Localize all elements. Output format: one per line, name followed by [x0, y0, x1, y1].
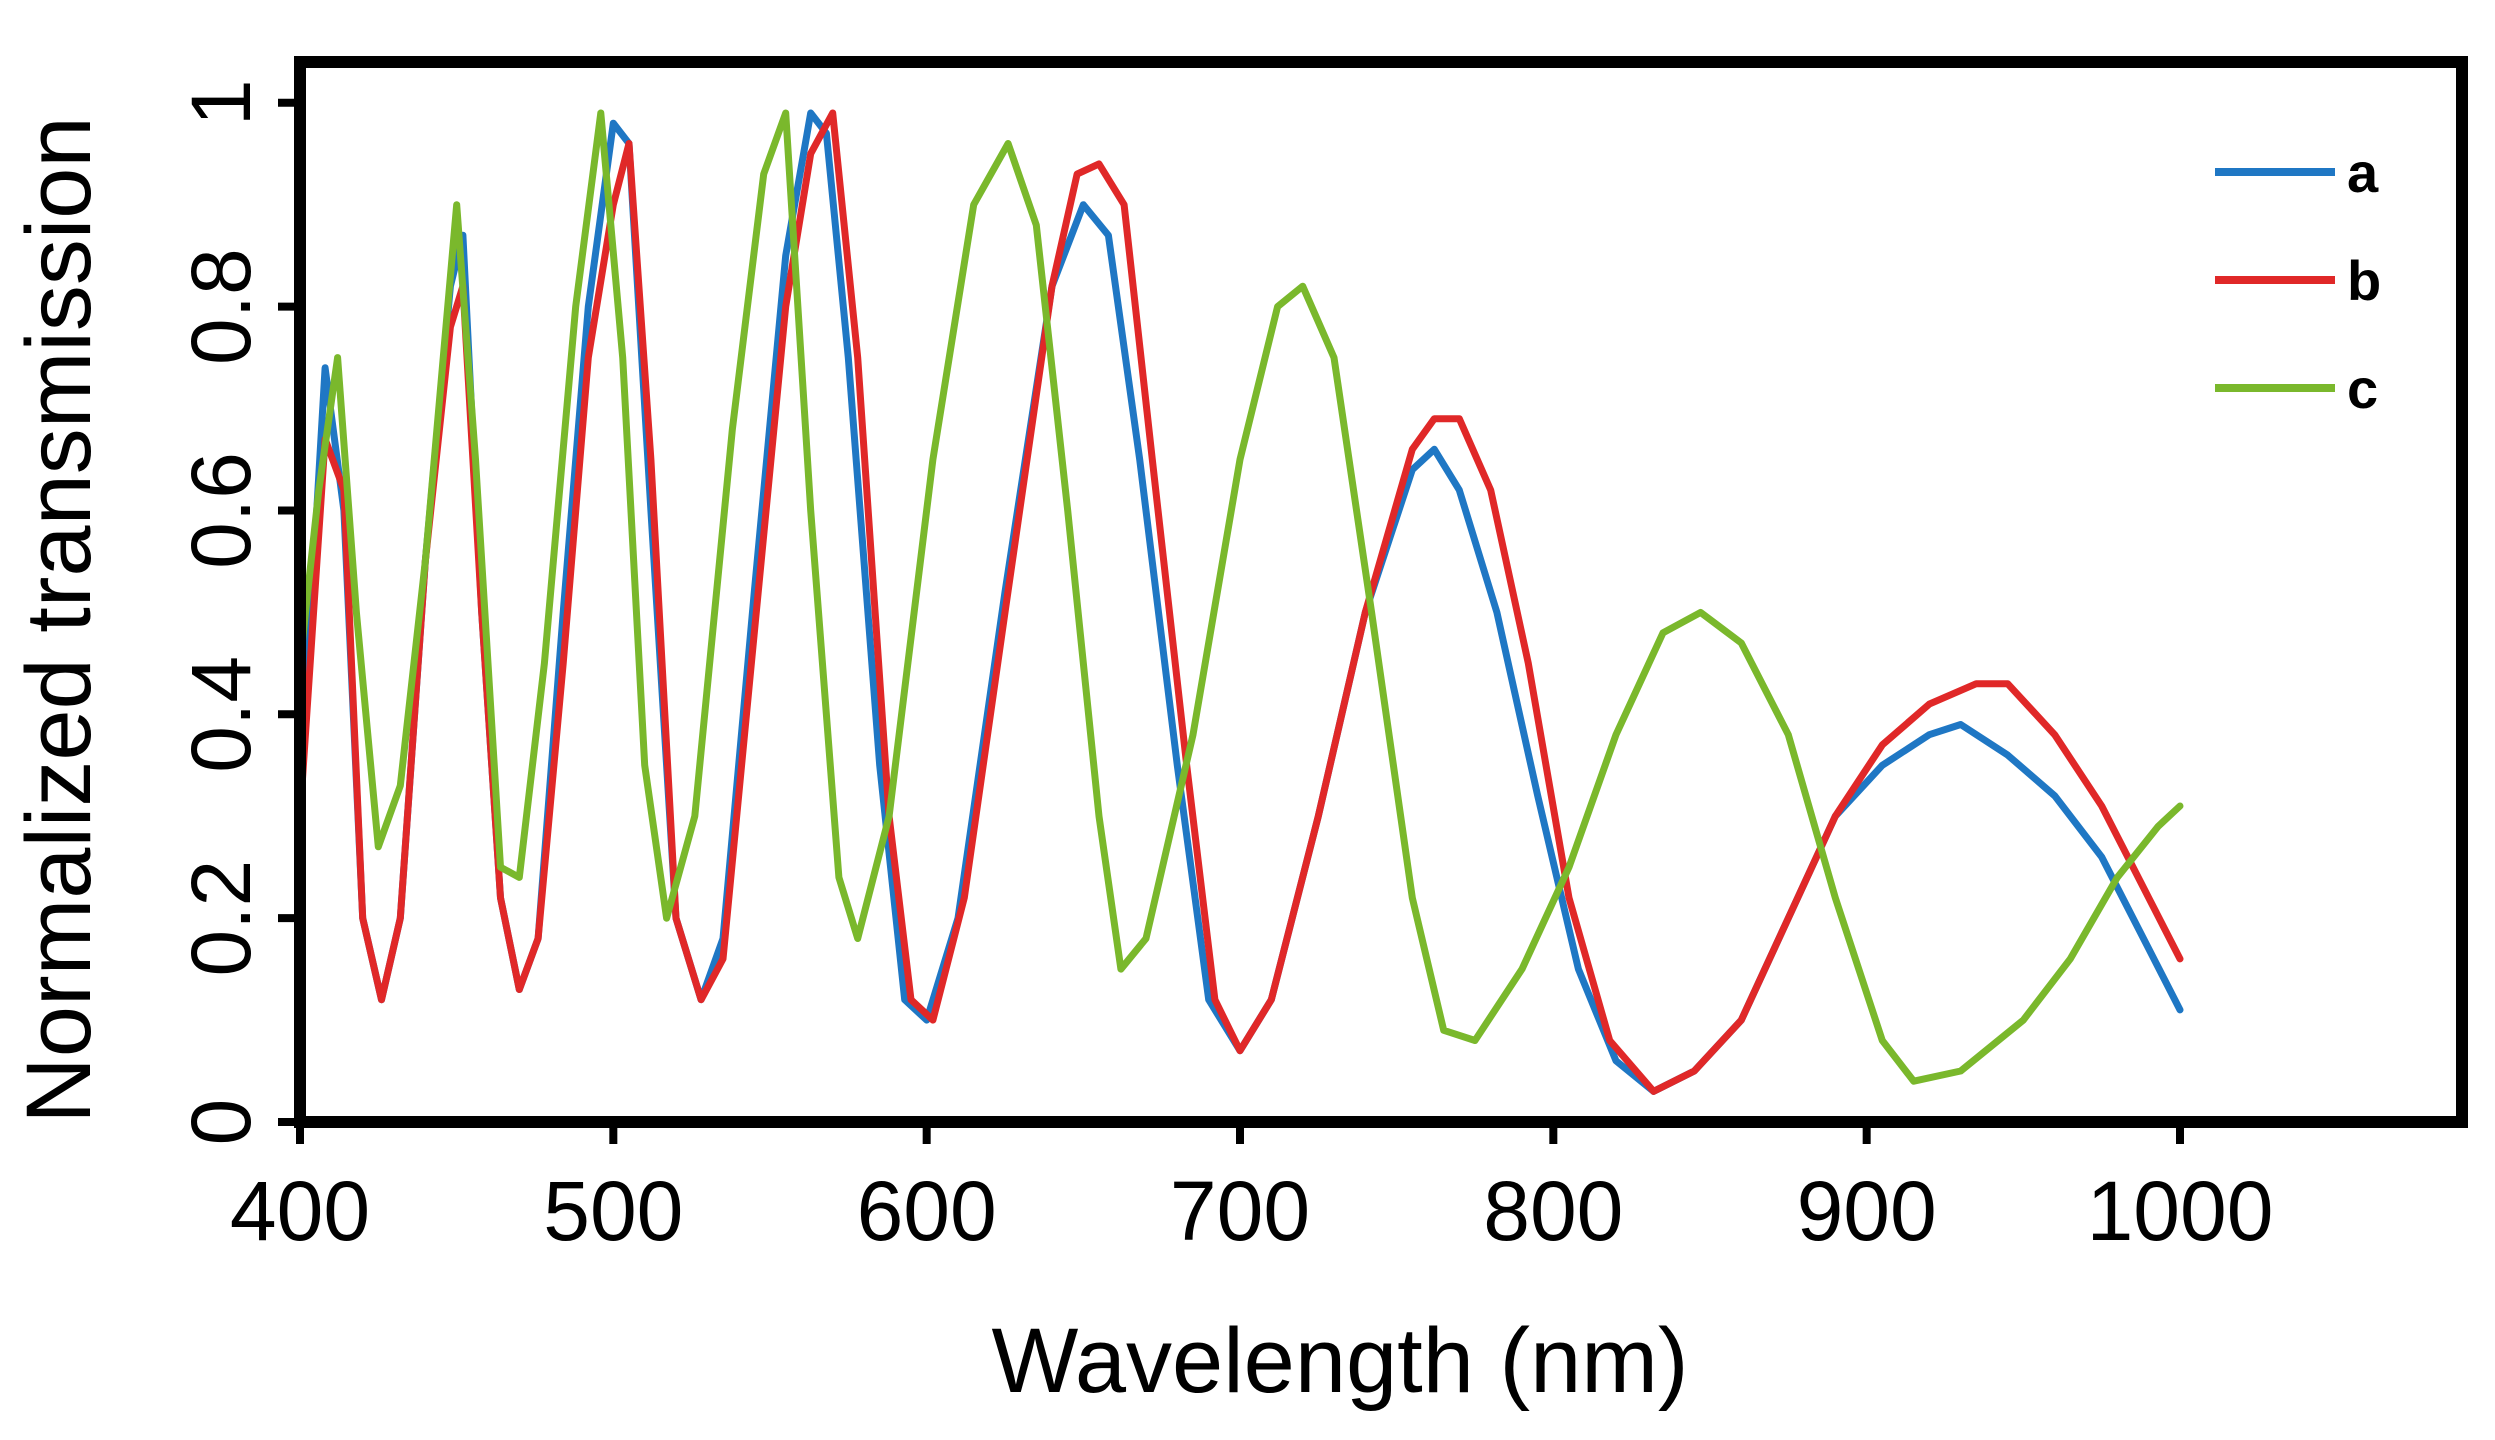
y-tick-label: 0.8 — [174, 248, 268, 365]
x-tick-label: 800 — [1483, 1164, 1623, 1258]
series-line-c — [296, 109, 2184, 1085]
x-axis-title: Wavelength (nm) — [991, 1310, 1688, 1412]
series-line-b — [296, 109, 2184, 1095]
legend-label-b: b — [2347, 249, 2381, 312]
x-tick-label: 1000 — [2087, 1164, 2274, 1258]
x-tick-label: 400 — [230, 1164, 370, 1258]
y-axis-title: Normalized transmission — [8, 116, 110, 1123]
x-tick-label: 900 — [1797, 1164, 1937, 1258]
y-axis-ticks: 0 0.2 0.4 0.6 0.8 1 — [174, 79, 300, 1145]
y-tick-label: 0.2 — [174, 860, 268, 977]
y-tick-label: 0.4 — [174, 656, 268, 773]
plot-frame — [294, 56, 2468, 1128]
series-layer — [296, 109, 2184, 1095]
y-tick-label: 0.6 — [174, 452, 268, 569]
x-tick-label: 500 — [543, 1164, 683, 1258]
x-axis-ticks: 400 500 600 700 800 900 1000 — [230, 1122, 2274, 1258]
y-tick-label: 1 — [174, 79, 268, 126]
x-tick-label: 700 — [1170, 1164, 1310, 1258]
x-tick-label: 600 — [857, 1164, 997, 1258]
y-tick-label: 0 — [174, 1099, 268, 1146]
legend-label-c: c — [2347, 357, 2378, 420]
legend: abc — [2215, 141, 2381, 420]
legend-label-a: a — [2347, 141, 2379, 204]
